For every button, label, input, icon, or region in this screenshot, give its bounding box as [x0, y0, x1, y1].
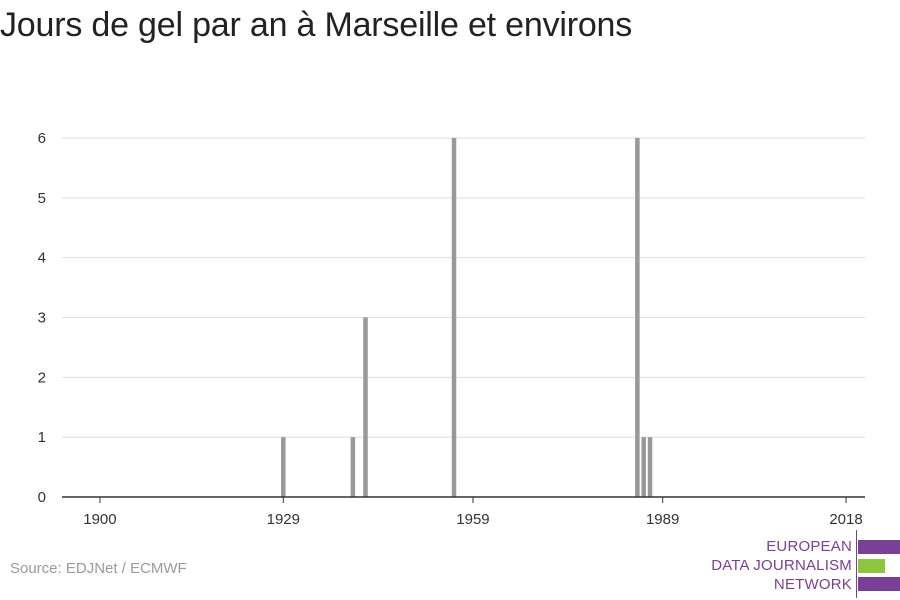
y-tick-label: 4: [38, 250, 46, 267]
logo-bar-middle: [858, 559, 885, 573]
logo-bar-bottom: [858, 577, 900, 591]
y-tick-label: 1: [38, 429, 46, 446]
bar: [281, 437, 286, 497]
y-tick-label: 2: [38, 369, 46, 386]
logo-line-european: EUROPEAN: [766, 538, 852, 555]
x-tick-label: 1929: [267, 511, 300, 528]
y-tick-label: 3: [38, 310, 46, 327]
logo-divider: [856, 530, 857, 598]
source-note: Source: EDJNet / ECMWF: [10, 560, 187, 577]
chart-title: Jours de gel par an à Marseille et envir…: [0, 6, 633, 44]
y-tick-label: 0: [38, 489, 46, 506]
bar: [363, 317, 368, 497]
logo-bar-top: [858, 540, 900, 554]
edjnet-logo: EUROPEAN DATA JOURNALISM NETWORK: [700, 530, 900, 600]
bar: [350, 437, 356, 497]
x-tick-label: 1900: [83, 511, 116, 528]
bar: [647, 437, 653, 497]
logo-line-network: NETWORK: [773, 576, 852, 593]
bar: [635, 138, 640, 497]
bar: [451, 138, 457, 497]
bar: [641, 437, 646, 497]
y-tick-label: 6: [38, 130, 46, 147]
logo-line-data-journalism: DATA JOURNALISM: [711, 557, 852, 574]
x-tick-label: 1989: [646, 511, 679, 528]
x-tick-label: 2018: [829, 511, 862, 528]
x-tick-label: 1959: [456, 511, 489, 528]
y-tick-label: 5: [38, 190, 46, 207]
